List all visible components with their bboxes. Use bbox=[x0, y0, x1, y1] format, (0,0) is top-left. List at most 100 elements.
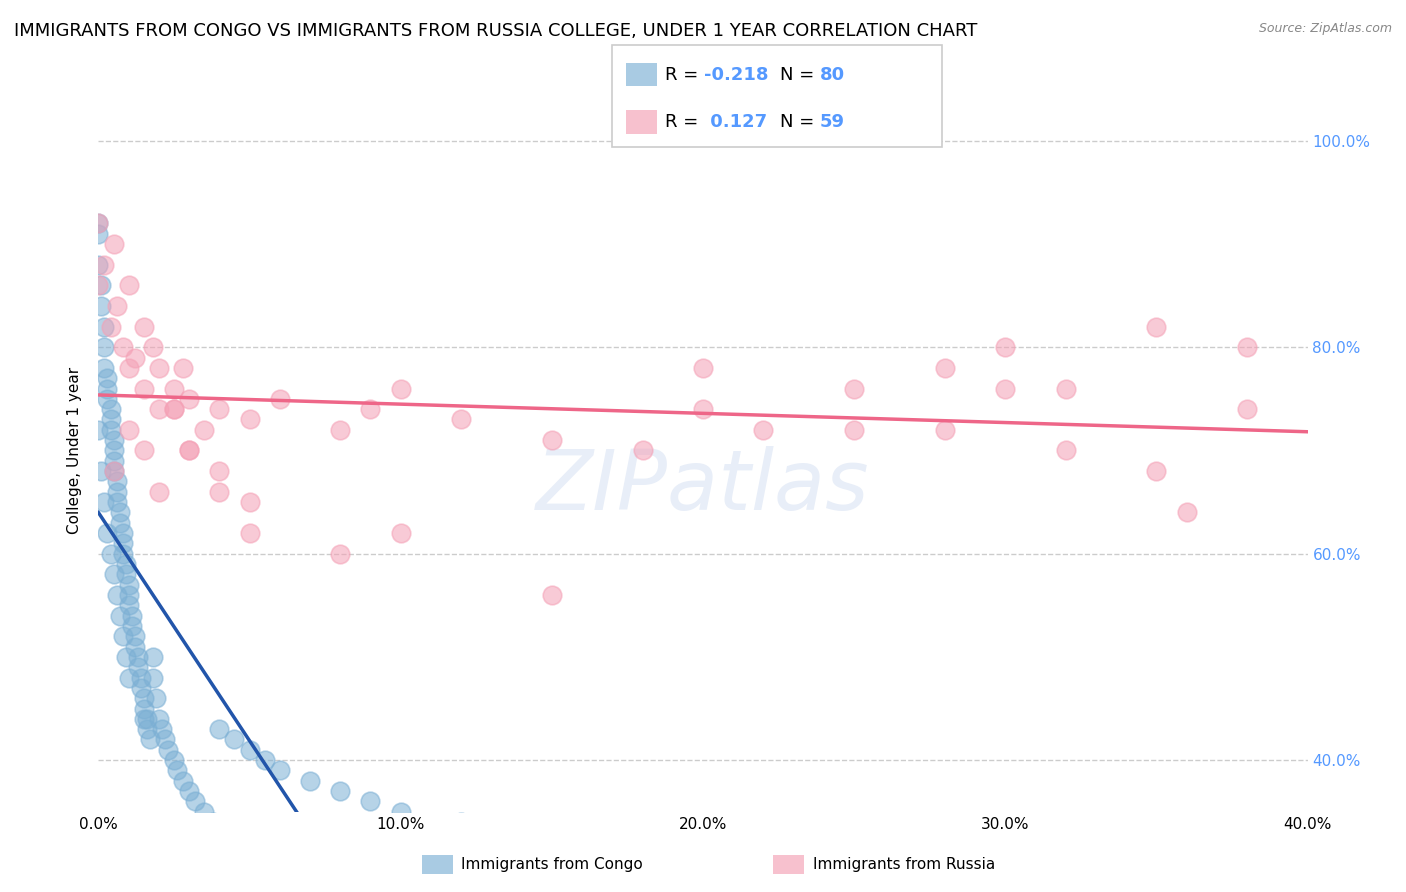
Point bbox=[127, 649, 149, 664]
Point bbox=[100, 402, 122, 417]
Point bbox=[142, 340, 165, 354]
Text: R =: R = bbox=[665, 66, 704, 84]
Point bbox=[135, 722, 157, 736]
Point bbox=[90, 464, 112, 478]
Text: 59: 59 bbox=[820, 113, 845, 131]
Point bbox=[93, 360, 115, 375]
Point bbox=[87, 216, 110, 230]
Point bbox=[105, 475, 128, 489]
Point bbox=[118, 588, 141, 602]
Point bbox=[1144, 319, 1167, 334]
Point bbox=[100, 412, 122, 426]
Text: Immigrants from Congo: Immigrants from Congo bbox=[461, 857, 643, 871]
Point bbox=[202, 815, 225, 830]
Point bbox=[114, 649, 136, 664]
Point bbox=[103, 464, 125, 478]
Point bbox=[179, 784, 201, 798]
Point bbox=[844, 382, 866, 396]
Point bbox=[208, 484, 231, 499]
Point bbox=[105, 495, 128, 509]
Point bbox=[100, 319, 122, 334]
Text: ZIPatlas: ZIPatlas bbox=[536, 446, 870, 527]
Point bbox=[142, 649, 165, 664]
Point bbox=[239, 412, 262, 426]
Point bbox=[127, 660, 149, 674]
Y-axis label: College, Under 1 year: College, Under 1 year bbox=[67, 367, 83, 534]
Point bbox=[166, 764, 188, 778]
Point bbox=[132, 382, 155, 396]
Point bbox=[153, 732, 176, 747]
Point bbox=[105, 484, 128, 499]
Point bbox=[111, 629, 134, 643]
Point bbox=[692, 402, 714, 417]
Point bbox=[118, 423, 141, 437]
Point bbox=[208, 464, 231, 478]
Point bbox=[163, 753, 186, 767]
Text: N =: N = bbox=[780, 113, 820, 131]
Point bbox=[1054, 443, 1077, 458]
Point bbox=[103, 454, 125, 468]
Point bbox=[540, 433, 562, 447]
Point bbox=[90, 299, 112, 313]
Text: 80: 80 bbox=[820, 66, 845, 84]
Point bbox=[96, 526, 118, 541]
Point bbox=[118, 671, 141, 685]
Text: IMMIGRANTS FROM CONGO VS IMMIGRANTS FROM RUSSIA COLLEGE, UNDER 1 YEAR CORRELATIO: IMMIGRANTS FROM CONGO VS IMMIGRANTS FROM… bbox=[14, 22, 977, 40]
Point bbox=[121, 608, 143, 623]
Point bbox=[299, 773, 322, 788]
Point bbox=[360, 402, 382, 417]
Point bbox=[90, 278, 112, 293]
Text: R =: R = bbox=[665, 113, 704, 131]
Text: -0.218: -0.218 bbox=[704, 66, 769, 84]
Point bbox=[132, 443, 155, 458]
Point bbox=[179, 392, 201, 406]
Text: N =: N = bbox=[780, 66, 820, 84]
Point bbox=[148, 360, 170, 375]
Point bbox=[103, 237, 125, 252]
Point bbox=[118, 360, 141, 375]
Point bbox=[208, 402, 231, 417]
Point bbox=[329, 784, 352, 798]
Point bbox=[540, 588, 562, 602]
Text: 0.127: 0.127 bbox=[704, 113, 768, 131]
Point bbox=[239, 743, 262, 757]
Point bbox=[105, 588, 128, 602]
Point bbox=[87, 278, 110, 293]
Point bbox=[360, 794, 382, 808]
Point bbox=[87, 423, 110, 437]
Point bbox=[118, 599, 141, 613]
Point bbox=[108, 505, 131, 519]
Point bbox=[93, 258, 115, 272]
Point bbox=[111, 526, 134, 541]
Point bbox=[994, 382, 1017, 396]
Point bbox=[87, 227, 110, 241]
Point bbox=[96, 382, 118, 396]
Point bbox=[121, 619, 143, 633]
Point bbox=[193, 423, 215, 437]
Point bbox=[103, 464, 125, 478]
Point bbox=[208, 722, 231, 736]
Point bbox=[269, 764, 291, 778]
Point bbox=[934, 360, 956, 375]
Point bbox=[129, 681, 152, 695]
Point bbox=[135, 712, 157, 726]
Point bbox=[269, 392, 291, 406]
Point bbox=[111, 547, 134, 561]
Point bbox=[329, 423, 352, 437]
Point bbox=[148, 402, 170, 417]
Point bbox=[118, 577, 141, 591]
Point bbox=[129, 671, 152, 685]
Point bbox=[96, 392, 118, 406]
Point bbox=[142, 671, 165, 685]
Point bbox=[224, 732, 246, 747]
Point bbox=[87, 258, 110, 272]
Point bbox=[114, 567, 136, 582]
Point bbox=[163, 382, 186, 396]
Point bbox=[692, 360, 714, 375]
Point bbox=[156, 743, 179, 757]
Point bbox=[105, 299, 128, 313]
Point bbox=[389, 526, 412, 541]
Point bbox=[631, 443, 654, 458]
Point bbox=[132, 691, 155, 706]
Point bbox=[389, 805, 412, 819]
